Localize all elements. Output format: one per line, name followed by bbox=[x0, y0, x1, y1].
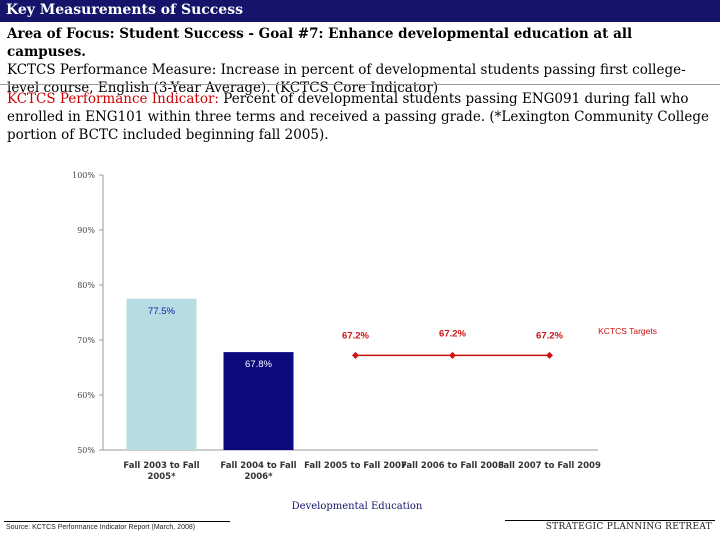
x-tick-label: Fall 2003 to Fall bbox=[123, 461, 199, 471]
page-header: Key Measurements of Success bbox=[0, 0, 720, 20]
y-tick-label: 80% bbox=[77, 281, 95, 290]
y-tick-label: 70% bbox=[77, 336, 95, 345]
target-value-label: 67.2% bbox=[439, 328, 466, 339]
target-marker bbox=[546, 351, 553, 359]
x-tick-label: Fall 2005 to Fall 2007 bbox=[304, 461, 407, 471]
area-of-focus: Area of Focus: Student Success - Goal #7… bbox=[7, 26, 633, 60]
section-divider bbox=[0, 84, 720, 85]
y-tick-label: 100% bbox=[72, 171, 95, 180]
bar-value-label: 67.8% bbox=[245, 359, 272, 370]
indicator-label: KCTCS Performance Indicator: bbox=[7, 91, 219, 107]
page-title: Key Measurements of Success bbox=[6, 2, 243, 18]
x-tick-label: 2005* bbox=[147, 472, 176, 482]
target-marker bbox=[352, 351, 359, 359]
x-tick-label: Fall 2006 to Fall 2008 bbox=[401, 461, 504, 471]
focus-section: Area of Focus: Student Success - Goal #7… bbox=[7, 25, 713, 97]
legend-label-kctcs-targets: KCTCS Targets bbox=[598, 326, 657, 336]
footer-source: Source: KCTCS Performance Indicator Repo… bbox=[6, 524, 196, 531]
footer-rule-right bbox=[505, 520, 715, 521]
target-value-label: 67.2% bbox=[342, 330, 369, 341]
x-tick-label: 2006* bbox=[244, 472, 273, 482]
bar-value-label: 77.5% bbox=[148, 306, 175, 317]
performance-indicator: KCTCS Performance Indicator: Percent of … bbox=[7, 90, 713, 144]
bar bbox=[126, 298, 197, 450]
footer-rule-left bbox=[4, 521, 230, 522]
y-tick-label: 90% bbox=[77, 226, 95, 235]
indicator-text: Percent of developmental students passin… bbox=[7, 91, 709, 143]
footer-event: STRATEGIC PLANNING RETREAT bbox=[545, 522, 712, 532]
y-tick-label: 60% bbox=[77, 391, 95, 400]
target-marker bbox=[449, 351, 456, 359]
performance-chart: 50% 60% 70% 80% 90% 100% 77.5% 67.8% 67.2% 67.2% 6… bbox=[72, 171, 657, 512]
target-value-label: 67.2% bbox=[536, 330, 563, 341]
x-tick-label: Fall 2007 to Fall 2009 bbox=[498, 461, 601, 471]
header-rule bbox=[0, 20, 720, 22]
x-axis-title: Developmental Education bbox=[292, 501, 423, 512]
x-tick-label: Fall 2004 to Fall bbox=[220, 461, 296, 471]
bar bbox=[223, 352, 294, 450]
y-tick-label: 50% bbox=[77, 446, 95, 455]
